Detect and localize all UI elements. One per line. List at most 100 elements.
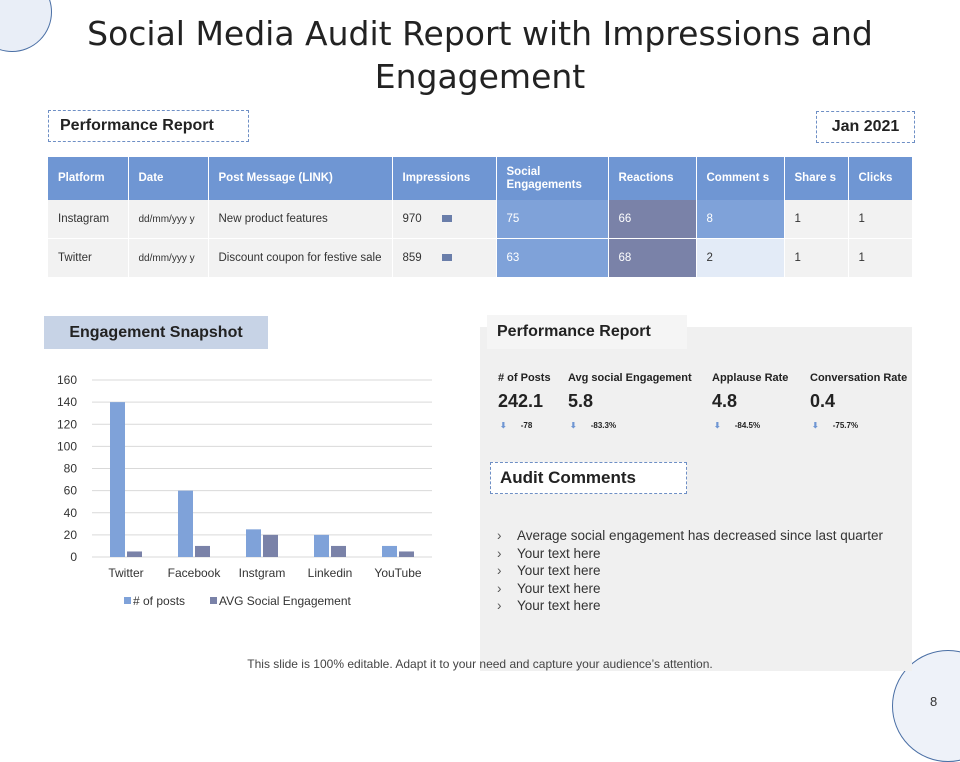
bar-instgram-series-2 [263,534,278,557]
arrow-down-icon: ⬇ [714,421,721,430]
comment-text: Your text here [517,563,601,578]
list-item: › Your text here [497,597,883,615]
table-cell-impressions: 859 [392,238,497,278]
table-cell: Discount coupon for festive sale [208,238,393,278]
table-cell: New product features [208,200,393,239]
metric-applause-rate: Applause Rate 4.8 ⬇ -84.5% [712,372,788,430]
table-header: Social Engagements [496,157,609,200]
bar-youtube-series-2 [399,551,414,557]
chevron-right-icon: › [497,563,502,578]
bar-linkedin-series-2 [331,545,346,557]
table-cell: 1 [784,238,849,278]
table-header: Reactions [608,157,697,200]
list-item: › Your text here [497,562,883,580]
table-header: Comment s [696,157,785,200]
table-cell: Twitter [48,238,129,278]
audit-comments-list: › Average social engagement has decreased… [497,527,883,615]
bar-facebook-series-2 [195,545,210,557]
table-header: Share s [784,157,849,200]
metric-label: # of Posts [498,372,551,384]
performance-report-label: Performance Report [48,110,249,142]
impressions-value: 859 [402,251,422,264]
metric-label: Conversation Rate [810,372,908,384]
arrow-down-icon: ⬇ [570,421,577,430]
impressions-value: 970 [402,212,422,225]
table-header: Platform [48,157,129,200]
table-header: Date [128,157,209,200]
table-header: Impressions [392,157,497,200]
legend-label: # of posts [133,594,185,608]
page-title: Social Media Audit Report with Impressio… [87,14,873,96]
chevron-right-icon: › [497,528,502,543]
comment-text: Your text here [517,580,601,596]
impressions-bar [441,214,452,222]
metric-value: 4.8 [712,391,738,411]
table-cell: Instagram [48,200,129,239]
comment-text: Average social engagement has decreased … [517,528,883,543]
metric-delta: -83.3% [590,421,617,430]
bar-twitter-series-1 [110,402,125,557]
metric-avg-engagement: Avg social Engagement 5.8 ⬇ -83.3% [568,372,692,430]
table-cell-impressions: 970 [392,200,497,239]
y-tick-label: 20 [64,528,78,542]
chevron-right-icon: › [497,580,502,596]
page-number: 8 [930,694,938,709]
metric-value: 0.4 [810,391,836,411]
table-cell: 8 [696,200,785,239]
table-header: Post Message (LINK) [208,157,393,200]
list-item: › Average social engagement has decreased… [497,527,883,545]
table-header: Clicks [848,157,913,200]
metric-value: 5.8 [568,391,594,411]
chevron-right-icon: › [497,598,502,613]
legend-swatch [210,597,217,604]
metric-delta-row: ⬇ -78 [498,421,551,430]
table-cell: dd/mm/yyy y [128,200,209,239]
corner-decoration [0,0,52,52]
metric-label: Applause Rate [712,372,789,384]
metric-label: Avg social Engagement [568,372,692,384]
arrow-down-icon: ⬇ [812,421,819,430]
y-tick-label: 100 [57,439,77,453]
performance-panel [480,327,912,671]
table-cell: 75 [496,200,609,239]
metric-delta: -84.5% [734,421,761,430]
x-tick-label: Instgram [239,566,286,580]
legend-swatch [124,597,131,604]
metric-delta-row: ⬇ -75.7% [810,421,907,430]
x-tick-label: Twitter [108,566,143,580]
table-cell: 1 [848,200,913,239]
impressions-bar [441,253,452,261]
y-tick-label: 40 [64,506,78,520]
table-cell: 66 [608,200,697,239]
list-item: › Your text here [497,580,883,598]
engagement-snapshot-label: Engagement Snapshot [44,316,268,349]
y-tick-label: 0 [70,550,77,564]
bar-facebook-series-1 [178,490,193,557]
report-table: Platform Date Post Message (LINK) Impres… [48,157,913,278]
engagement-bar-chart: 0 20 40 60 80 100 120 140 160 Twitter Facebook Inst… [57,373,432,608]
table-row: Instagram dd/mm/yyy y New product featur… [48,200,913,239]
performance-report-heading: Performance Report [487,315,687,349]
x-tick-label: Linkedin [308,566,353,580]
table-cell: dd/mm/yyy y [128,238,209,278]
metric-delta-row: ⬇ -84.5% [712,421,788,430]
table-cell: 2 [696,238,785,278]
bar-instgram-series-1 [246,529,261,557]
metric-delta: -78 [520,421,533,430]
y-tick-label: 140 [57,395,77,409]
metric-value: 242.1 [498,391,544,411]
footer-note: This slide is 100% editable. Adapt it to… [247,657,713,671]
x-tick-label: Facebook [168,566,222,580]
table-cell: 68 [608,238,697,278]
x-tick-label: YouTube [374,566,421,580]
table-cell: 1 [848,238,913,278]
bar-linkedin-series-1 [314,534,329,557]
y-tick-label: 120 [57,417,77,431]
metric-posts: # of Posts 242.1 ⬇ -78 [498,372,551,430]
table-cell: 63 [496,238,609,278]
metric-conversation-rate: Conversation Rate 0.4 ⬇ -75.7% [810,372,907,430]
bar-youtube-series-1 [382,545,397,557]
audit-comments-label: Audit Comments [490,462,687,494]
chevron-right-icon: › [497,545,502,561]
y-tick-label: 160 [57,373,77,387]
